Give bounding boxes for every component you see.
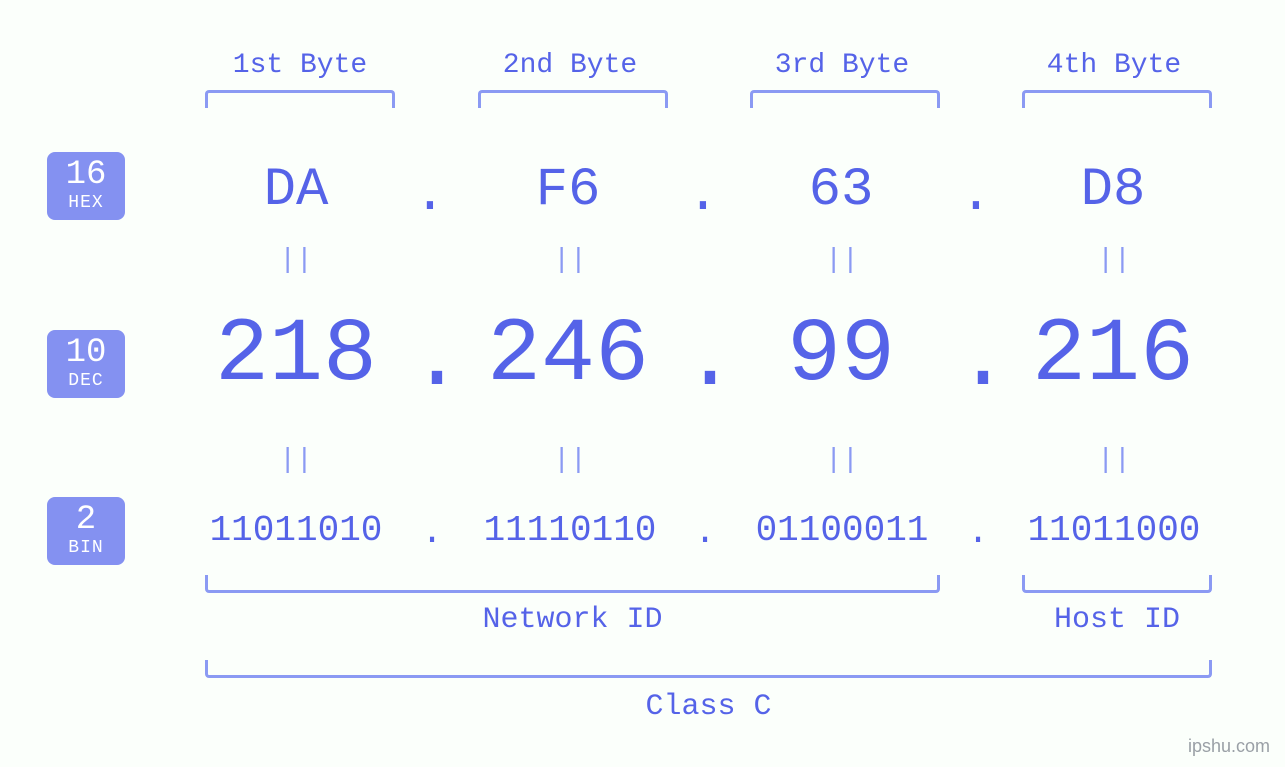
hex-dot-3: . (956, 165, 996, 226)
byte-header-2: 2nd Byte (480, 50, 660, 81)
bracket-byte-4 (1022, 90, 1212, 108)
badge-bin: 2 BIN (47, 497, 125, 565)
bin-dot-2: . (685, 512, 725, 553)
bin-byte-2: 11110110 (450, 510, 690, 551)
bracket-host-id (1022, 575, 1212, 593)
bin-dot-1: . (412, 512, 452, 553)
bin-byte-1: 11011010 (176, 510, 416, 551)
hex-byte-3: 63 (751, 160, 931, 221)
badge-hex-label: HEX (47, 194, 125, 212)
dec-dot-3: . (956, 310, 996, 412)
dec-byte-3: 99 (731, 305, 951, 407)
bin-byte-3: 01100011 (722, 510, 962, 551)
eq-2b: || (550, 445, 590, 476)
dec-dot-2: . (683, 310, 723, 412)
label-network-id: Network ID (205, 603, 940, 637)
badge-hex: 16 HEX (47, 152, 125, 220)
byte-header-4: 4th Byte (1024, 50, 1204, 81)
bin-dot-3: . (958, 512, 998, 553)
badge-hex-num: 16 (47, 158, 125, 192)
badge-dec-num: 10 (47, 336, 125, 370)
eq-2a: || (276, 445, 316, 476)
byte-header-1: 1st Byte (210, 50, 390, 81)
eq-1a: || (276, 245, 316, 276)
bracket-byte-3 (750, 90, 940, 108)
eq-2d: || (1094, 445, 1134, 476)
label-host-id: Host ID (1022, 603, 1212, 637)
badge-dec: 10 DEC (47, 330, 125, 398)
eq-2c: || (822, 445, 862, 476)
badge-dec-label: DEC (47, 372, 125, 390)
hex-byte-2: F6 (478, 160, 658, 221)
dec-dot-1: . (410, 310, 450, 412)
hex-byte-1: DA (206, 160, 386, 221)
hex-byte-4: D8 (1023, 160, 1203, 221)
eq-1d: || (1094, 245, 1134, 276)
dec-byte-4: 216 (1003, 305, 1223, 407)
label-class: Class C (205, 690, 1212, 724)
bracket-byte-2 (478, 90, 668, 108)
hex-dot-2: . (683, 165, 723, 226)
badge-bin-num: 2 (47, 503, 125, 537)
diagram-root: 1st Byte 2nd Byte 3rd Byte 4th Byte 16 H… (0, 0, 1285, 767)
dec-byte-1: 218 (186, 305, 406, 407)
hex-dot-1: . (410, 165, 450, 226)
eq-1c: || (822, 245, 862, 276)
bracket-byte-1 (205, 90, 395, 108)
dec-byte-2: 246 (458, 305, 678, 407)
watermark: ipshu.com (1188, 736, 1270, 757)
bracket-class (205, 660, 1212, 678)
badge-bin-label: BIN (47, 539, 125, 557)
bin-byte-4: 11011000 (994, 510, 1234, 551)
eq-1b: || (550, 245, 590, 276)
bracket-network-id (205, 575, 940, 593)
byte-header-3: 3rd Byte (752, 50, 932, 81)
